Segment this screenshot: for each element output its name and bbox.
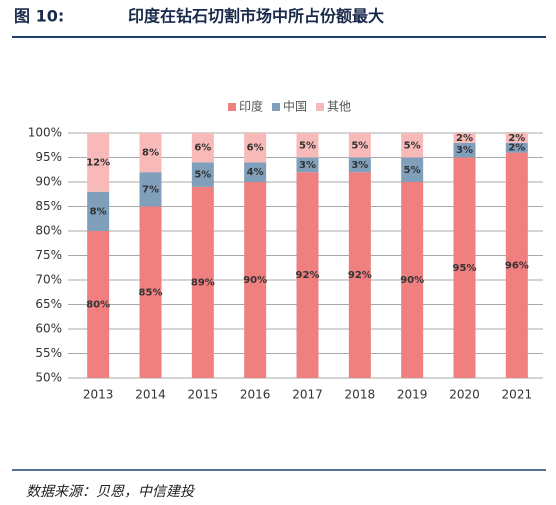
x-tick-label: 2015 xyxy=(188,388,219,402)
y-tick-label: 85% xyxy=(35,199,62,213)
bar-segment xyxy=(401,157,424,182)
bar-segment xyxy=(453,157,476,378)
data-label: 5% xyxy=(299,140,316,151)
data-label: 90% xyxy=(243,275,267,286)
bar-segment xyxy=(87,191,110,231)
data-label: 5% xyxy=(404,140,421,151)
y-tick-label: 55% xyxy=(35,346,62,360)
bar-segment xyxy=(296,172,319,378)
y-tick-label: 70% xyxy=(35,273,62,287)
bar-segment xyxy=(191,186,214,378)
legend-label: 印度 xyxy=(239,99,263,114)
data-label: 90% xyxy=(400,275,424,286)
legend-label: 中国 xyxy=(283,99,307,114)
bar-segment xyxy=(505,142,528,153)
data-label: 3% xyxy=(351,160,368,171)
source-note: 数据来源：贝恩，中信建投 xyxy=(26,484,196,500)
bar-segment xyxy=(505,133,528,143)
data-label: 89% xyxy=(191,277,215,288)
x-tick-label: 2013 xyxy=(83,388,114,402)
bar-segment xyxy=(453,142,476,158)
data-label: 85% xyxy=(139,287,163,298)
x-tick-label: 2017 xyxy=(292,388,323,402)
bar-segment xyxy=(401,133,424,158)
data-label: 2% xyxy=(508,133,525,144)
bar-segment xyxy=(453,133,476,143)
data-label: 3% xyxy=(456,145,473,156)
data-label: 7% xyxy=(142,184,159,195)
bar-segment xyxy=(139,206,162,378)
data-label: 2% xyxy=(456,133,473,144)
bar-segment xyxy=(244,162,267,182)
data-label: 80% xyxy=(86,300,110,311)
y-tick-label: 65% xyxy=(35,297,62,311)
chart-title: 印度在钻石切割市场中所占份额最大 xyxy=(128,7,384,26)
chart: 50% 55% 60% 65% 70% 75% 80% 85% 90% 95% 100% 印度 中国 其他… xyxy=(28,99,543,402)
data-label: 12% xyxy=(86,157,110,168)
bar-segment xyxy=(505,152,528,378)
bar-segment xyxy=(296,157,319,173)
legend-swatch xyxy=(228,103,236,111)
y-tick-label: 75% xyxy=(35,248,62,262)
y-tick-label: 80% xyxy=(35,224,62,238)
y-tick-label: 60% xyxy=(35,322,62,336)
legend-swatch xyxy=(272,103,280,111)
bar-segment xyxy=(191,133,214,163)
bar-segment xyxy=(348,133,371,158)
data-label: 5% xyxy=(351,140,368,151)
data-label: 8% xyxy=(90,206,107,217)
bar-segment xyxy=(244,133,267,163)
bar-segment xyxy=(348,157,371,173)
x-tick-label: 2019 xyxy=(397,388,428,402)
data-label: 8% xyxy=(142,148,159,159)
y-tick-label: 90% xyxy=(35,175,62,189)
data-label: 4% xyxy=(247,167,264,178)
x-tick-label: 2014 xyxy=(135,388,166,402)
y-tick-label: 50% xyxy=(35,371,62,385)
y-tick-label: 95% xyxy=(35,150,62,164)
bar-segment xyxy=(87,231,110,378)
figure-label: 图 10: xyxy=(14,7,64,26)
bar-segment xyxy=(87,133,110,192)
bar-segment xyxy=(139,133,162,173)
bar-segment xyxy=(139,172,162,207)
data-label: 96% xyxy=(505,260,529,271)
data-label: 2% xyxy=(508,143,525,154)
bar-segment xyxy=(348,172,371,378)
x-tick-label: 2018 xyxy=(345,388,376,402)
legend-label: 其他 xyxy=(327,100,351,114)
data-label: 5% xyxy=(404,165,421,176)
bar-segment xyxy=(401,182,424,378)
bar-segment xyxy=(296,133,319,158)
data-label: 92% xyxy=(348,270,372,281)
y-tick-label: 100% xyxy=(28,126,62,140)
bar-segment xyxy=(244,182,267,378)
data-label: 5% xyxy=(194,170,211,181)
data-label: 92% xyxy=(296,270,320,281)
data-label: 6% xyxy=(194,143,211,154)
bar-segment xyxy=(191,162,214,187)
data-label: 95% xyxy=(453,263,477,274)
legend-swatch xyxy=(316,103,324,111)
x-tick-label: 2021 xyxy=(502,388,533,402)
data-label: 3% xyxy=(299,160,316,171)
data-label: 6% xyxy=(247,143,264,154)
x-tick-label: 2016 xyxy=(240,388,271,402)
x-tick-label: 2020 xyxy=(449,388,480,402)
